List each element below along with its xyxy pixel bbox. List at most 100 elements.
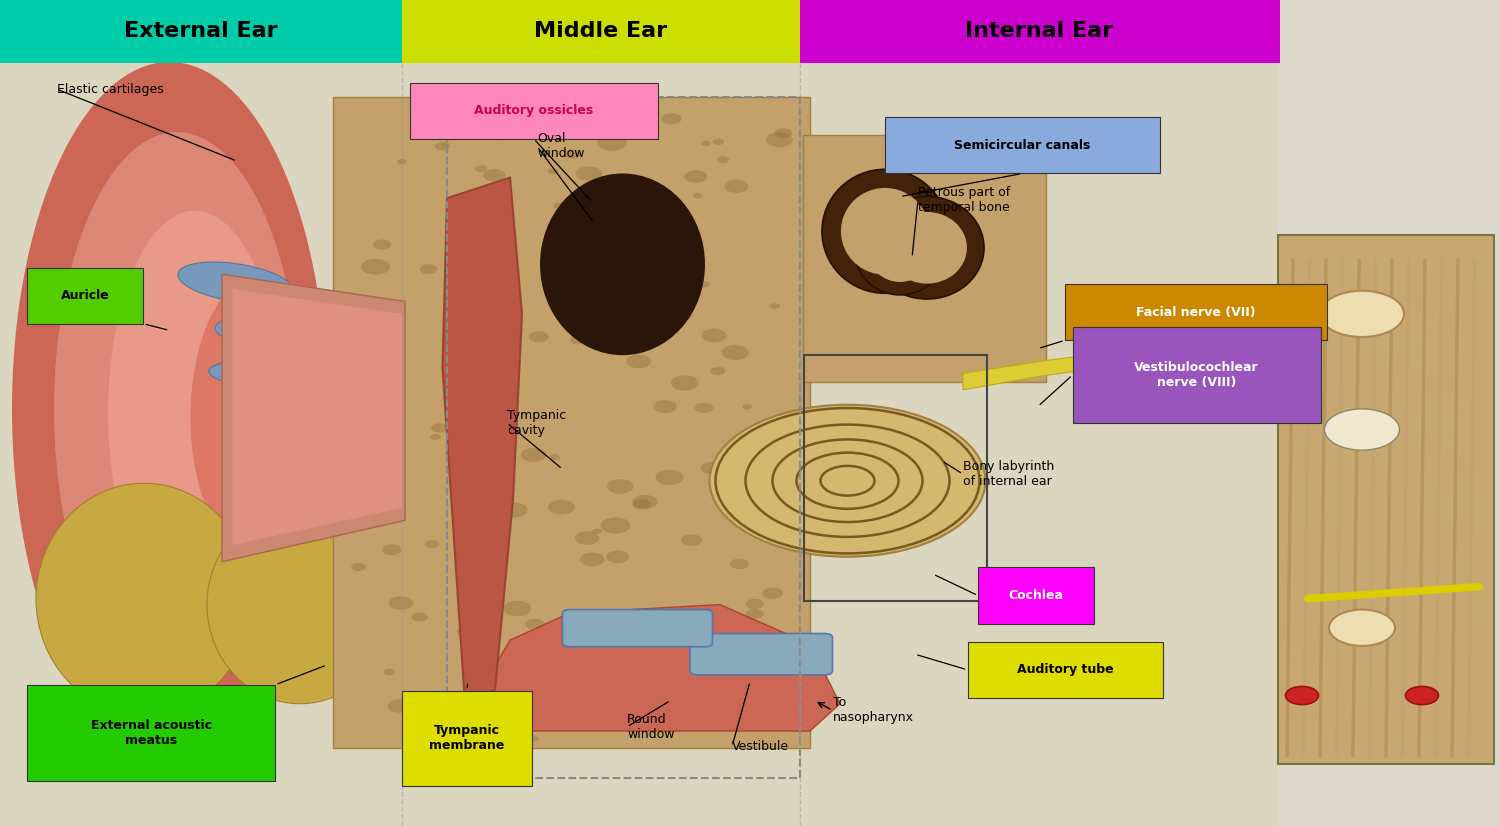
Bar [0,63,1278,826]
Circle shape [411,613,428,622]
Circle shape [450,238,462,244]
Bar [333,97,810,748]
Text: Auditory tube: Auditory tube [1017,663,1113,676]
FancyBboxPatch shape [978,567,1095,624]
Circle shape [702,329,726,342]
Circle shape [636,266,648,273]
Circle shape [572,225,602,242]
Circle shape [528,331,549,342]
Circle shape [600,517,630,534]
Circle shape [762,587,783,599]
Circle shape [724,179,748,192]
Circle shape [626,354,651,368]
Circle shape [576,166,602,181]
Circle shape [633,495,657,509]
Circle shape [430,434,441,440]
Circle shape [414,713,429,721]
Ellipse shape [842,188,928,274]
Circle shape [746,609,764,619]
Circle shape [608,479,633,494]
Text: Facial nerve (VII): Facial nerve (VII) [1136,306,1256,319]
Circle shape [693,193,702,198]
FancyBboxPatch shape [27,685,276,781]
Circle shape [710,667,726,676]
Circle shape [444,221,464,232]
Ellipse shape [209,362,286,385]
Circle shape [567,207,580,215]
Circle shape [786,705,802,714]
Circle shape [690,699,715,714]
Circle shape [382,544,402,555]
Circle shape [600,673,628,689]
Circle shape [574,531,600,545]
Circle shape [634,221,656,232]
Circle shape [774,479,788,486]
Circle shape [634,691,651,700]
Circle shape [746,599,764,609]
Circle shape [351,563,366,571]
Circle shape [711,367,726,375]
Text: Tympanic
membrane: Tympanic membrane [429,724,504,752]
Circle shape [766,132,794,147]
Circle shape [750,441,776,455]
Circle shape [387,699,412,713]
Circle shape [444,449,459,458]
Text: Tympanic
cavity: Tympanic cavity [507,409,567,437]
Text: Elastic cartilages: Elastic cartilages [57,83,164,96]
Circle shape [464,448,480,457]
Circle shape [662,113,681,125]
Circle shape [424,540,439,548]
Circle shape [442,371,454,378]
Ellipse shape [108,211,282,615]
Circle shape [656,469,684,485]
Circle shape [458,624,484,639]
FancyBboxPatch shape [410,83,658,139]
Text: Vestibule: Vestibule [732,740,789,753]
Polygon shape [963,345,1215,390]
FancyBboxPatch shape [968,642,1162,698]
Circle shape [742,404,752,410]
Circle shape [548,500,574,515]
FancyBboxPatch shape [1072,327,1322,423]
Polygon shape [480,605,840,731]
Circle shape [388,596,414,610]
Ellipse shape [54,132,300,686]
Circle shape [694,403,714,413]
FancyBboxPatch shape [562,610,712,647]
Circle shape [556,648,573,657]
Text: Oval
window: Oval window [537,132,585,160]
Circle shape [662,211,686,225]
Circle shape [500,502,528,518]
Circle shape [592,529,602,534]
Circle shape [374,240,392,249]
Circle shape [710,670,732,682]
Circle shape [597,135,627,151]
Circle shape [1329,610,1395,646]
Ellipse shape [178,262,292,303]
Ellipse shape [36,483,252,714]
Circle shape [684,170,708,183]
Circle shape [420,264,438,274]
Circle shape [558,301,585,316]
Bar [0,0,402,63]
Circle shape [654,400,676,413]
Circle shape [488,698,502,705]
Circle shape [435,142,450,150]
Circle shape [348,407,374,421]
Circle shape [362,390,384,401]
Circle shape [362,259,390,275]
Circle shape [730,558,748,569]
Text: Semicircular canals: Semicircular canals [954,139,1090,152]
Circle shape [564,150,580,159]
Circle shape [525,619,544,629]
Text: Auricle: Auricle [62,289,110,302]
Circle shape [1320,291,1404,337]
Circle shape [416,703,424,709]
Polygon shape [232,289,402,545]
Circle shape [483,169,506,182]
Circle shape [430,423,448,433]
Circle shape [598,706,628,722]
Text: Middle Ear: Middle Ear [534,21,668,41]
Circle shape [712,464,741,480]
Circle shape [670,375,699,391]
